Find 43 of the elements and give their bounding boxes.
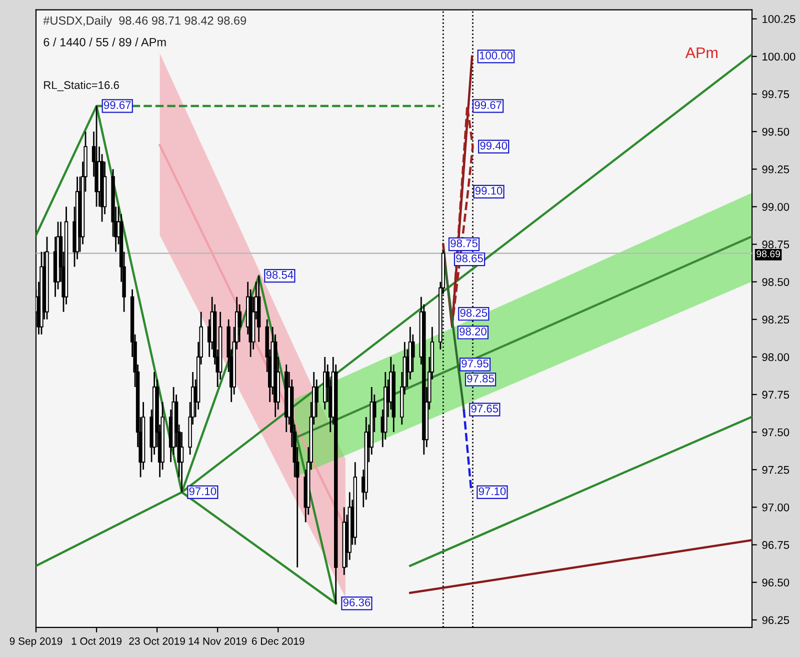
annotation: 97.95: [462, 360, 488, 368]
annotation: 96.36: [343, 598, 370, 606]
y-tick-label: 99.00: [762, 202, 790, 211]
y-tick-label: 96.75: [762, 541, 790, 549]
text: 6 / 1440 / 55 / 89 / APm: [44, 38, 166, 46]
annotation: 98.75: [450, 239, 478, 248]
annotation: 97.10: [189, 487, 216, 496]
y-tick-label: 100.00: [762, 52, 796, 61]
ref-line-label: 98.69: [756, 250, 780, 258]
annotation: 97.85: [467, 374, 494, 382]
y-tick-label: 97.50: [762, 428, 790, 436]
annotation: RL_Static=16.6: [44, 80, 119, 92]
annotation: 99.40: [480, 142, 508, 150]
annotation: 98.25: [460, 308, 488, 317]
y-tick-label: 97.25: [762, 466, 790, 474]
y-tick-label: 98.00: [762, 353, 790, 362]
annotation: 98.65: [456, 254, 483, 262]
y-tick-label: 96.50: [762, 578, 790, 586]
y-tick-label: 100.25: [762, 15, 796, 24]
annotation: APm: [685, 47, 718, 58]
chart-title: #USDX,Daily 98.46 98.71 98.42 98.69: [43, 16, 246, 28]
y-tick-label: 98.50: [762, 278, 790, 286]
x-tick-label: 23 Oct 2019: [129, 637, 185, 645]
y-tick-label: 99.75: [762, 90, 790, 98]
x-tick-label: 14 Nov 2019: [188, 637, 247, 645]
annotation: 97.10: [478, 487, 506, 496]
y-tick-label: 96.25: [762, 616, 790, 624]
x-tick-label: 9 Sep 2019: [10, 637, 62, 647]
annotation: 98.54: [266, 270, 294, 279]
annotation: 99.10: [475, 186, 502, 195]
annotation: 99.67: [474, 101, 502, 110]
annotation: 97.65: [471, 404, 498, 413]
y-tick-label: 98.75: [762, 240, 790, 248]
y-tick-label: 97.00: [762, 503, 790, 512]
x-tick-label: 1 Oct 2019: [72, 637, 122, 645]
annotation: 98.20: [460, 328, 486, 336]
y-tick-label: 98.25: [762, 316, 790, 324]
x-tick-label: 6 Dec 2019: [252, 637, 304, 645]
y-tick-label: 99.25: [762, 165, 790, 174]
annotation: 99.67: [104, 101, 131, 110]
annotation: 100.00: [480, 52, 513, 60]
y-tick-label: 99.50: [762, 128, 790, 136]
y-tick-label: 97.75: [762, 390, 790, 399]
